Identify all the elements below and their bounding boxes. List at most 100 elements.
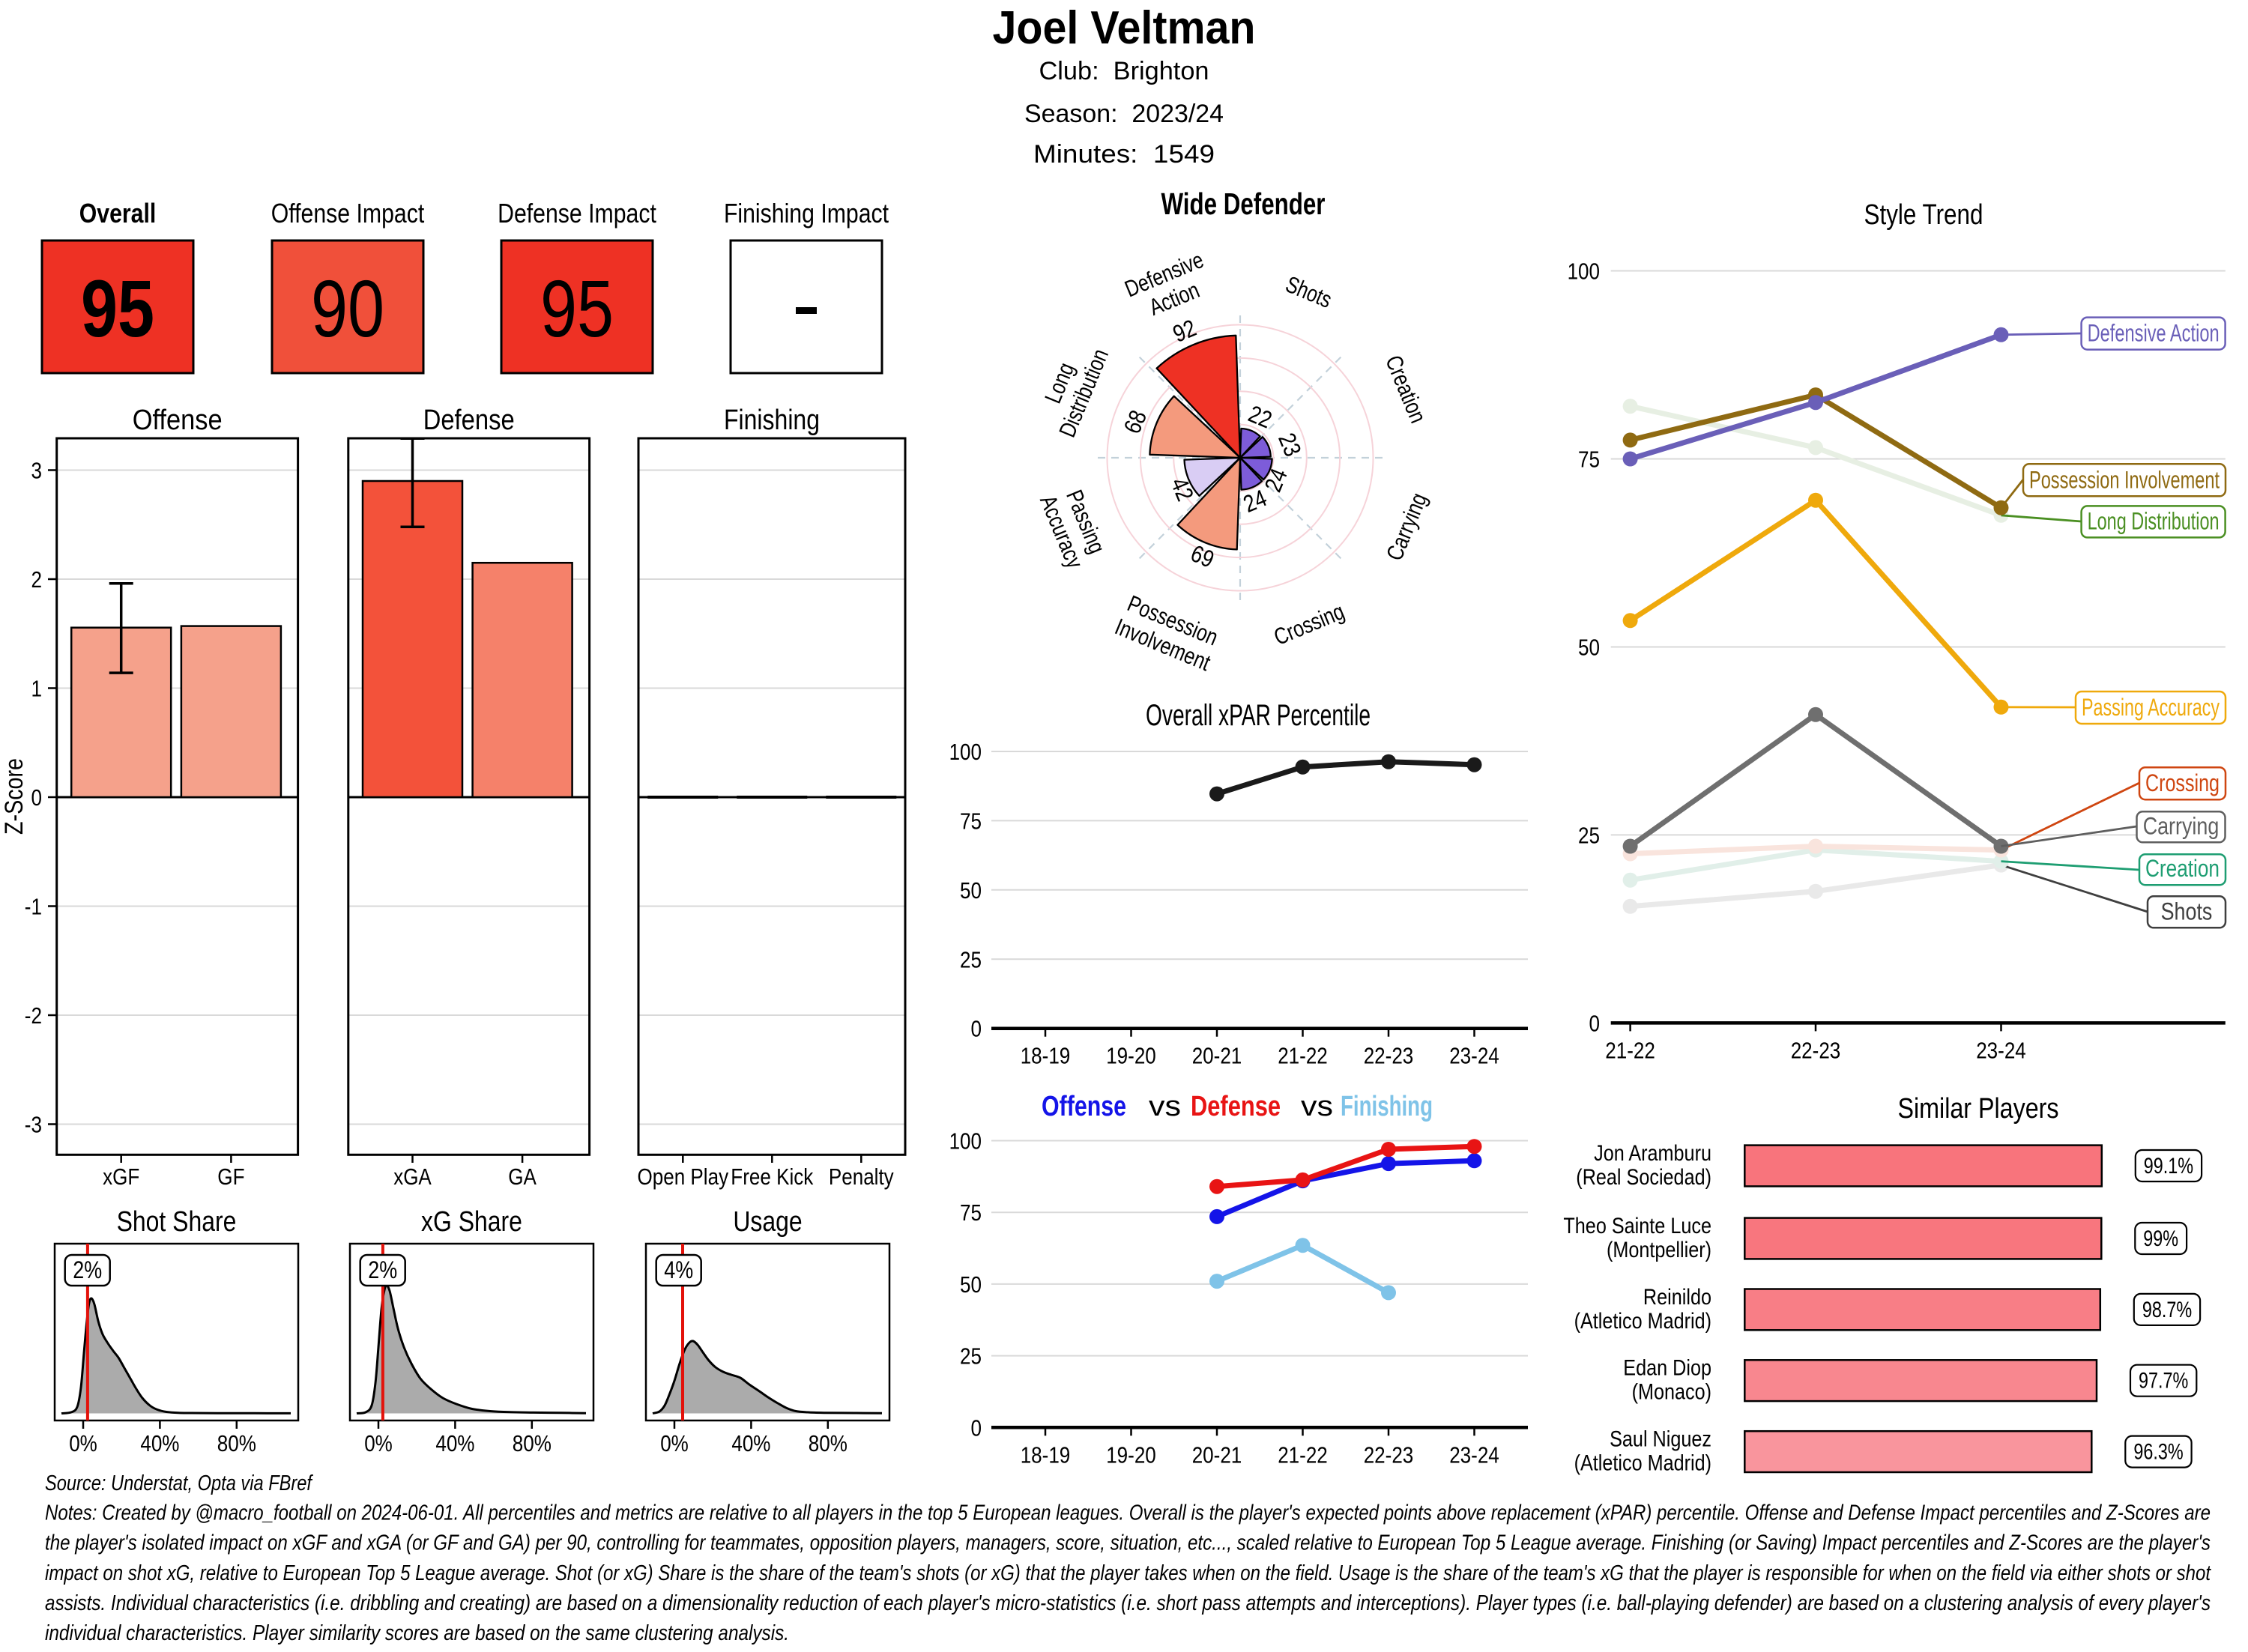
svg-text:xGA: xGA xyxy=(393,1164,432,1190)
svg-text:80%: 80% xyxy=(809,1430,847,1456)
svg-text:98.7%: 98.7% xyxy=(2142,1298,2192,1322)
svg-text:Notes: Created by @macro_footb: Notes: Created by @macro_football on 202… xyxy=(45,1501,2211,1525)
svg-text:(Atletico Madrid): (Atletico Madrid) xyxy=(1574,1451,1711,1476)
svg-text:the player's isolated impact o: the player's isolated impact on xGF and … xyxy=(45,1531,2211,1555)
svg-text:Joel Veltman: Joel Veltman xyxy=(993,2,1256,54)
svg-text:vs: vs xyxy=(1149,1091,1181,1122)
svg-text:Defense: Defense xyxy=(423,405,515,436)
svg-text:80%: 80% xyxy=(217,1430,256,1456)
svg-text:22-23: 22-23 xyxy=(1364,1441,1414,1468)
svg-text:individual characteristics. Pl: individual characteristics. Player simil… xyxy=(45,1621,789,1645)
svg-text:xGF: xGF xyxy=(103,1164,139,1190)
svg-text:40%: 40% xyxy=(435,1430,474,1456)
svg-text:xG Share: xG Share xyxy=(421,1206,522,1238)
svg-text:80%: 80% xyxy=(513,1430,552,1456)
svg-text:vs: vs xyxy=(1301,1091,1333,1122)
svg-text:21-22: 21-22 xyxy=(1278,1441,1328,1468)
svg-text:(Montpellier): (Montpellier) xyxy=(1607,1238,1711,1262)
svg-text:95: 95 xyxy=(540,263,614,354)
svg-text:90: 90 xyxy=(311,263,384,354)
svg-text:Overall xPAR Percentile: Overall xPAR Percentile xyxy=(1146,699,1371,732)
svg-text:Source: Understat, Opta via FB: Source: Understat, Opta via FBref xyxy=(45,1471,313,1495)
svg-text:23-24: 23-24 xyxy=(1976,1037,2026,1063)
svg-text:23-24: 23-24 xyxy=(1449,1043,1499,1069)
svg-text:Theo Sainte Luce: Theo Sainte Luce xyxy=(1563,1214,1711,1238)
svg-text:Creation: Creation xyxy=(2145,855,2220,882)
svg-text:22-23: 22-23 xyxy=(1791,1037,1841,1063)
svg-text:2: 2 xyxy=(31,566,43,593)
svg-text:2%: 2% xyxy=(368,1256,397,1283)
svg-text:50: 50 xyxy=(1578,635,1600,661)
svg-text:0%: 0% xyxy=(660,1430,689,1456)
svg-text:Possession Involvement: Possession Involvement xyxy=(2029,466,2220,493)
svg-text:Usage: Usage xyxy=(733,1206,802,1238)
svg-text:21-22: 21-22 xyxy=(1605,1037,1655,1063)
svg-text:Long Distribution: Long Distribution xyxy=(2088,507,2220,534)
svg-text:4%: 4% xyxy=(664,1256,693,1283)
svg-text:Similar Players: Similar Players xyxy=(1898,1093,2059,1125)
svg-text:GF: GF xyxy=(217,1164,244,1190)
svg-text:100: 100 xyxy=(949,739,982,765)
svg-text:96.3%: 96.3% xyxy=(2133,1440,2183,1465)
svg-text:0: 0 xyxy=(31,784,43,811)
svg-text:95: 95 xyxy=(81,263,154,354)
svg-text:Finishing: Finishing xyxy=(1341,1091,1433,1122)
svg-text:20-21: 20-21 xyxy=(1192,1441,1242,1468)
svg-text:100: 100 xyxy=(1568,258,1600,285)
svg-text:Shot Share: Shot Share xyxy=(117,1206,237,1238)
svg-text:Wide Defender: Wide Defender xyxy=(1161,187,1326,221)
svg-text:Club: Brighton: Club: Brighton xyxy=(1039,57,1209,85)
svg-text:Defense Impact: Defense Impact xyxy=(498,198,656,229)
svg-text:Defensive Action: Defensive Action xyxy=(2088,320,2220,347)
svg-text:25: 25 xyxy=(960,1343,982,1370)
svg-text:75: 75 xyxy=(960,808,982,834)
svg-text:(Monaco): (Monaco) xyxy=(1632,1380,1711,1405)
svg-text:Finishing: Finishing xyxy=(724,405,820,436)
svg-text:Offense Impact: Offense Impact xyxy=(271,198,425,229)
svg-text:assists. Individual characteri: assists. Individual characteristics (i.e… xyxy=(45,1591,2211,1615)
svg-text:Penalty: Penalty xyxy=(829,1164,894,1190)
svg-text:19-20: 19-20 xyxy=(1106,1441,1156,1468)
svg-text:22-23: 22-23 xyxy=(1364,1043,1414,1069)
svg-text:Offense: Offense xyxy=(1042,1091,1126,1122)
svg-text:Overall: Overall xyxy=(79,198,157,229)
svg-text:50: 50 xyxy=(960,877,982,904)
svg-text:75: 75 xyxy=(1578,447,1600,473)
svg-text:Reinildo: Reinildo xyxy=(1643,1285,1711,1310)
svg-text:impact on shot xG, relative to: impact on shot xG, relative to European … xyxy=(45,1561,2212,1585)
svg-text:0: 0 xyxy=(971,1016,982,1042)
svg-text:40%: 40% xyxy=(140,1430,179,1456)
svg-text:Open Play: Open Play xyxy=(638,1164,729,1190)
svg-text:0%: 0% xyxy=(364,1430,393,1456)
svg-text:Edan Diop: Edan Diop xyxy=(1623,1356,1711,1381)
svg-text:25: 25 xyxy=(1578,822,1600,848)
svg-text:20-21: 20-21 xyxy=(1192,1043,1242,1069)
svg-text:Z-Score: Z-Score xyxy=(0,758,28,835)
svg-text:50: 50 xyxy=(960,1271,982,1298)
svg-text:99%: 99% xyxy=(2143,1226,2178,1251)
svg-text:75: 75 xyxy=(960,1199,982,1226)
svg-text:2%: 2% xyxy=(73,1256,102,1283)
svg-text:97.7%: 97.7% xyxy=(2139,1369,2188,1394)
svg-text:0%: 0% xyxy=(69,1430,97,1456)
svg-text:(Real Sociedad): (Real Sociedad) xyxy=(1576,1165,1711,1190)
svg-text:40%: 40% xyxy=(731,1430,770,1456)
svg-text:0: 0 xyxy=(971,1415,982,1441)
svg-text:18-19: 18-19 xyxy=(1021,1441,1071,1468)
svg-text:Offense: Offense xyxy=(133,405,223,436)
svg-text:3: 3 xyxy=(31,458,43,484)
svg-text:Style Trend: Style Trend xyxy=(1864,199,1983,231)
svg-text:Jon Aramburu: Jon Aramburu xyxy=(1594,1141,1711,1166)
svg-text:Shots: Shots xyxy=(2161,898,2213,925)
svg-text:GA: GA xyxy=(508,1164,537,1190)
svg-text:Finishing Impact: Finishing Impact xyxy=(724,198,889,229)
svg-text:100: 100 xyxy=(949,1128,982,1155)
svg-text:-1: -1 xyxy=(25,894,42,920)
svg-text:Free Kick: Free Kick xyxy=(731,1164,813,1190)
svg-text:1: 1 xyxy=(31,676,43,702)
svg-text:Crossing: Crossing xyxy=(2145,769,2220,796)
svg-text:Carrying: Carrying xyxy=(2143,812,2220,839)
svg-text:-3: -3 xyxy=(25,1112,42,1138)
svg-text:25: 25 xyxy=(960,946,982,972)
svg-text:0: 0 xyxy=(1589,1010,1601,1036)
